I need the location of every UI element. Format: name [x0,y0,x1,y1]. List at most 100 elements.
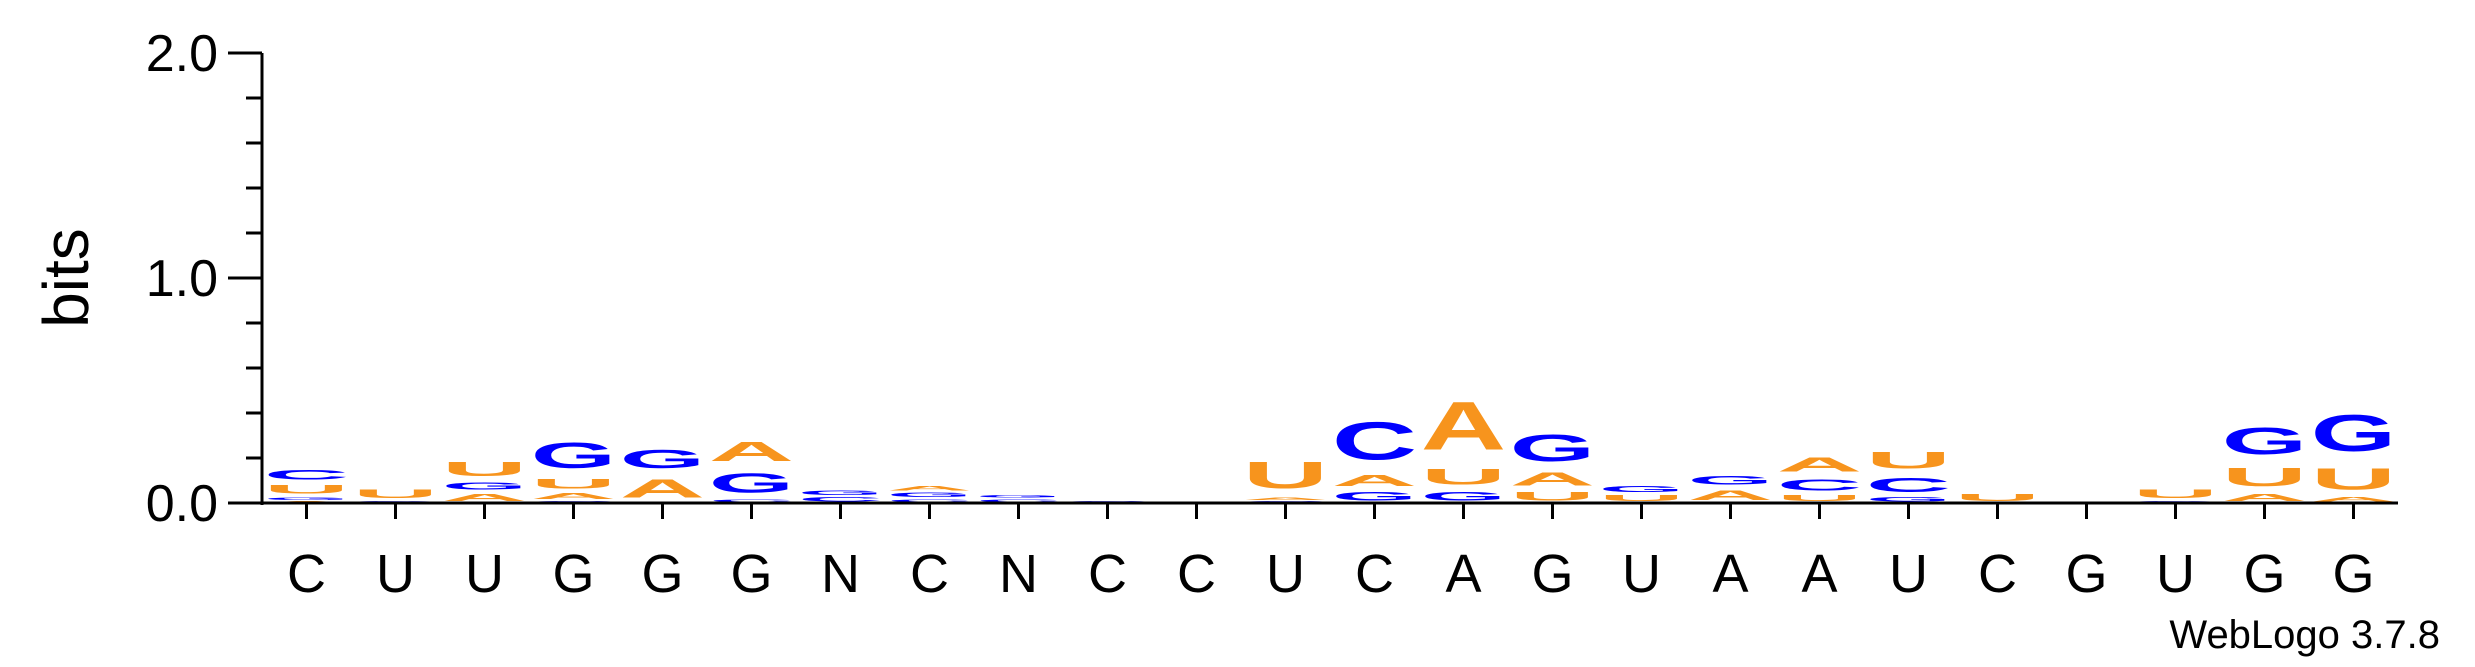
logo-letter: U [1510,489,1595,502]
logo-letter: A [1421,389,1506,465]
x-tick-label: A [1801,544,1837,604]
logo-letter: C [1777,476,1862,494]
y-tick-label: 2.0 [146,25,218,83]
logo-column: UCA [1777,453,1862,503]
logo-column: CGA [887,485,972,503]
logo-letter: G [442,480,527,491]
logo-column: CG [976,494,1061,503]
logo-letter: G [1332,489,1417,503]
logo-letter: U [1777,494,1862,503]
x-tick-label: C [287,544,326,604]
logo-column: AG [620,444,705,503]
x-tick-label: U [1622,544,1661,604]
logo-column: GAC [1332,411,1417,503]
logo-letter: A [442,492,527,503]
x-tick-label: G [1531,544,1573,604]
x-tick-label: U [376,544,415,604]
logo-letter: C [976,498,1061,503]
x-tick-label: G [2332,544,2374,604]
logo-letter: U [264,483,349,496]
logo-column: AGU [442,458,527,503]
y-tick-label: 0.0 [146,475,218,533]
logo-letter: G [620,444,705,473]
logo-column: CAUG [531,436,616,503]
logo-letter: U [531,476,616,492]
logo-letter: G [709,467,794,499]
logo-letter: C [798,496,883,503]
x-tick-label: G [2065,544,2107,604]
logo-letter: A [620,474,705,503]
x-tick-label: U [1266,544,1305,604]
x-tick-label: U [2156,544,2195,604]
logo-letter: A [2311,496,2396,503]
logo-letter: U [353,487,438,500]
logo-letter: G [1688,474,1773,488]
logo-letter: U [2133,487,2218,500]
logo-letter: U [1421,465,1506,490]
weblogo-brand: WebLogo 3.7.8 [2169,613,2440,657]
x-tick-label: C [910,544,949,604]
logo-letter: U [1243,453,1328,496]
logo-letter: U [442,458,527,480]
x-tick-label: A [1445,544,1481,604]
logo-letter: A [1243,496,1328,501]
logo-letter: U [2222,463,2307,492]
logo-column: GU [2133,487,2218,503]
logo-letter: A [1688,487,1773,503]
logo-letter: G [264,496,349,500]
y-axis: 0.0 1.0 2.0 [146,25,264,533]
logo-letter: A [531,492,616,501]
logo-letter: C [264,467,349,483]
logo-column: AG [1688,474,1773,503]
x-tick-label: C [1177,544,1216,604]
logo-letter: A [1510,469,1595,489]
logo-letter: C [887,498,972,503]
logo-letter: G [2222,420,2307,462]
x-tick-label: C [1088,544,1127,604]
logo-column: GCU [1866,447,1951,503]
logo-column: UAG [1510,427,1595,503]
logo-letter: C [1866,474,1951,496]
x-tick-label: N [821,544,860,604]
logo-letter: A [887,485,972,492]
logo-letter: U [2311,463,2396,497]
x-tick-label: G [730,544,772,604]
y-axis-label: bits [30,228,102,328]
logo-letter: G [1421,489,1506,503]
logo-letter: G [887,492,972,499]
logo-letter: A [1777,453,1862,475]
logo-column: CGA [709,436,794,503]
x-tick-label: C [1978,544,2017,604]
logo-column: GU [353,487,438,503]
logo-letter: U [1599,494,1684,503]
logo-column: CAU [1243,453,1328,503]
x-tick-label: A [1712,544,1748,604]
logo-letter: G [531,436,616,476]
logo-letter: C [1332,411,1417,472]
x-tick-label: G [641,544,683,604]
logo-letter: A [709,436,794,467]
logo-letter: U [1955,492,2040,503]
logo-letter: G [1599,485,1684,494]
x-tick-label: G [2243,544,2285,604]
logo-letter: G [976,494,1061,498]
logo-letter: U [1866,447,1951,474]
y-tick-label: 1.0 [146,250,218,308]
letter-stacks: AGUCGUAGUCAUGAGCGACGCGACGCCAUGACGUAUAGUG… [264,389,2396,503]
logo-letter: G [798,490,883,497]
logo-letter: A [1332,471,1417,489]
logo-column: AUG [2311,404,2396,503]
x-tick-label: N [999,544,1038,604]
logo-column: CG [798,490,883,503]
logo-letter: G [2311,404,2396,462]
x-tick-label: U [1889,544,1928,604]
logo-letter: G [1510,427,1595,469]
x-tick-label: U [465,544,504,604]
logo-column: U [1955,492,2040,503]
x-tick-label: C [1355,544,1394,604]
logo-column: GUA [1421,389,1506,503]
logo-column: UG [1599,485,1684,503]
